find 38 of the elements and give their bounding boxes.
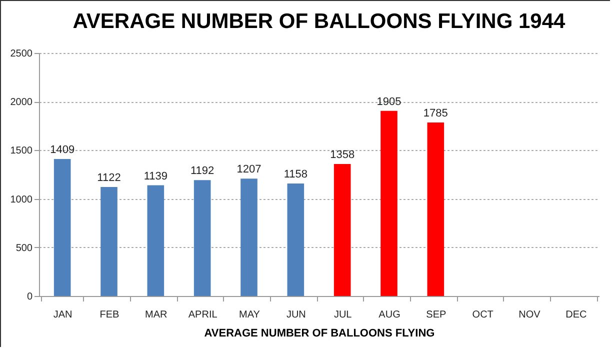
data-label: 1158: [284, 168, 308, 180]
bar: [194, 180, 211, 296]
bar: [100, 186, 118, 296]
bar: [380, 110, 398, 296]
x-tick-label: DEC: [566, 310, 587, 320]
bar: [147, 185, 164, 296]
x-tick-label: JUN: [286, 310, 306, 320]
x-tick-label: JUL: [334, 310, 352, 320]
data-label: 1905: [376, 96, 402, 108]
x-tick-label: JAN: [53, 310, 72, 320]
data-label: 1122: [97, 172, 121, 184]
y-tick-label: 2500: [10, 48, 33, 60]
y-tick-label: 1500: [10, 146, 33, 157]
bar: [54, 159, 71, 296]
data-label: 1192: [190, 165, 214, 178]
x-tick-label: OCT: [472, 310, 494, 320]
y-tick-label: 0: [26, 292, 33, 302]
bar: [287, 183, 304, 296]
x-axis-title: AVERAGE NUMBER OF BALLOONS FLYING: [204, 328, 435, 340]
bar: [334, 164, 351, 296]
data-label: 1207: [236, 164, 262, 176]
bar: [240, 178, 258, 296]
x-tick-label: NOV: [518, 310, 541, 320]
data-label: 1785: [423, 108, 448, 120]
chart-title: AVERAGE NUMBER OF BALLOONS FLYING 1944: [72, 10, 566, 33]
y-tick-label: 2000: [10, 97, 33, 108]
x-tick-label: APRIL: [188, 310, 218, 320]
x-tick-label: FEB: [100, 310, 120, 320]
data-label: 1409: [50, 144, 75, 156]
x-tick-label: SEP: [426, 310, 446, 320]
bar: [427, 122, 444, 296]
y-tick-label: 1000: [10, 194, 33, 206]
x-tick-label: AUG: [378, 310, 401, 320]
data-label: 1358: [330, 149, 355, 161]
y-tick-label: 500: [16, 242, 33, 254]
data-label: 1139: [144, 170, 168, 182]
x-tick-label: MAR: [145, 310, 168, 320]
x-tick-label: MAY: [239, 310, 260, 320]
